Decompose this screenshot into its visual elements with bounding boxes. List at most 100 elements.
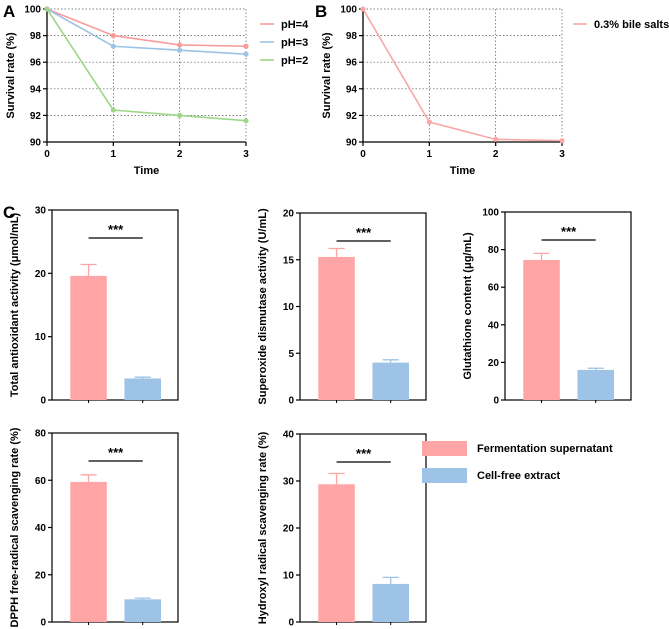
y-tick-label: 15	[283, 255, 295, 266]
y-tick-label: 60	[488, 283, 500, 294]
bar-legend: Fermentation supernatant Cell-free extrac…	[422, 441, 613, 483]
bar-chart-c4: 0 20 40 60 80 *** DPPH free-radical scavenging…	[9, 427, 179, 629]
legend-label: pH=2	[281, 55, 308, 67]
significance-label: ***	[561, 224, 577, 239]
y-tick-label: 20	[35, 570, 47, 581]
x-tick-label: 1	[111, 149, 117, 160]
data-point-pH2	[177, 112, 183, 118]
panel-label: A	[3, 2, 15, 21]
y-tick-label: 10	[35, 332, 47, 343]
x-tick-label: 1	[427, 149, 433, 160]
x-axis-title: Time	[134, 165, 159, 177]
plot-frame	[51, 209, 179, 401]
y-tick-label: 20	[488, 358, 500, 369]
bar-cellfree	[124, 599, 161, 622]
bar-fermentation	[318, 484, 355, 622]
data-point-pH2	[110, 107, 116, 113]
data-point-pH4	[110, 33, 116, 39]
data-point-pH4	[243, 43, 249, 49]
data-point-pH3	[243, 51, 249, 57]
y-tick-label: 96	[30, 58, 42, 69]
y-axis-title: DPPH free-radical scavenging rate (%)	[9, 427, 21, 627]
bar-chart-c3: 0 20 40 60 80 100 *** Glutathione content (μg/m…	[462, 208, 632, 407]
bar-fermentation	[318, 256, 355, 400]
data-point-pH3	[110, 43, 116, 49]
y-tick-label: 0	[493, 396, 499, 407]
y-tick-label: 0	[288, 618, 294, 629]
panel-label: B	[315, 2, 327, 21]
y-tick-label: 100	[340, 5, 357, 16]
y-tick-label: 100	[24, 5, 41, 16]
y-tick-label: 20	[283, 524, 295, 535]
data-point-pH3	[177, 47, 183, 53]
y-tick-label: 20	[283, 209, 295, 220]
series-line-pH2	[46, 8, 247, 122]
y-tick-label: 90	[346, 138, 358, 149]
bar-chart-c5: 0 10 20 30 40 *** Hydroxyl radical scavenging …	[257, 430, 427, 629]
x-axis-title: Time	[450, 165, 475, 177]
x-tick-label: 3	[243, 149, 249, 160]
bar-fermentation	[70, 275, 107, 400]
y-tick-label: 10	[283, 302, 295, 313]
significance-label: ***	[356, 446, 372, 461]
x-tick-label: 3	[559, 149, 565, 160]
line-chart-a: A 90 92 94 96 98 100 0 1 2 3 Time Survival rate (%) p…	[3, 2, 309, 177]
y-axis-title: Hydroxyl radical scavenging rate (%)	[257, 431, 269, 624]
line-chart-b: B 90 92 94 96 98 100 0 1 2 3 Time Survival rate (%) 0…	[315, 2, 669, 177]
y-tick-label: 96	[346, 58, 358, 69]
y-tick-label: 0	[40, 396, 46, 407]
bar-cellfree	[124, 378, 161, 400]
series-line-pH3	[46, 8, 247, 56]
significance-label: ***	[108, 445, 124, 460]
y-tick-label: 98	[346, 31, 358, 42]
y-tick-label: 92	[346, 111, 358, 122]
bar-fermentation	[523, 259, 560, 400]
panel-label: C	[3, 203, 15, 222]
data-point-pH2	[44, 6, 50, 12]
x-tick-label: 0	[44, 149, 50, 160]
legend-label-cellfree: Cell-free extract	[477, 470, 560, 482]
legend-label: pH=4	[281, 19, 309, 31]
y-tick-label: 92	[30, 111, 42, 122]
series-line-bile	[362, 8, 563, 142]
y-tick-label: 10	[283, 571, 295, 582]
bar-cellfree	[372, 362, 409, 400]
x-tick-label: 0	[360, 149, 366, 160]
y-tick-label: 30	[283, 477, 295, 488]
y-tick-label: 40	[488, 320, 500, 331]
legend-swatch-fermentation	[422, 441, 467, 456]
y-tick-label: 40	[283, 430, 295, 441]
y-tick-label: 94	[346, 84, 358, 95]
bar-cellfree	[372, 583, 409, 622]
y-axis-title: Glutathione content (μg/mL)	[462, 232, 474, 380]
data-point-pH4	[177, 42, 183, 48]
data-point-bile	[559, 138, 565, 144]
y-tick-label: 20	[35, 269, 47, 280]
legend-label-fermentation: Fermentation supernatant	[477, 443, 613, 455]
legend-label: pH=3	[281, 37, 308, 49]
y-axis-title: Survival rate (%)	[5, 32, 17, 119]
y-tick-label: 40	[35, 523, 47, 534]
y-tick-label: 30	[35, 206, 47, 217]
legend-label: 0.3% bile salts	[594, 19, 669, 31]
data-point-pH2	[243, 118, 249, 124]
y-tick-label: 90	[30, 138, 42, 149]
y-axis-title: Survival rate (%)	[321, 32, 333, 119]
data-point-bile	[360, 6, 366, 12]
plot-frame	[504, 211, 632, 401]
y-tick-label: 80	[488, 245, 500, 256]
y-tick-label: 60	[35, 476, 47, 487]
y-tick-label: 100	[482, 208, 499, 219]
bar-fermentation	[70, 481, 107, 622]
significance-label: ***	[108, 222, 124, 237]
y-tick-label: 0	[40, 618, 46, 629]
series-line-pH4	[46, 8, 247, 48]
bar-chart-c1: C 0 10 20 30 *** Total antioxidant activity (μ…	[3, 203, 179, 407]
y-tick-label: 80	[35, 429, 47, 440]
y-axis-title: Superoxide dismutase activity (U/mL)	[257, 208, 269, 405]
x-tick-label: 2	[493, 149, 499, 160]
bar-cellfree	[577, 369, 614, 400]
y-tick-label: 0	[288, 396, 294, 407]
y-tick-label: 94	[30, 84, 42, 95]
